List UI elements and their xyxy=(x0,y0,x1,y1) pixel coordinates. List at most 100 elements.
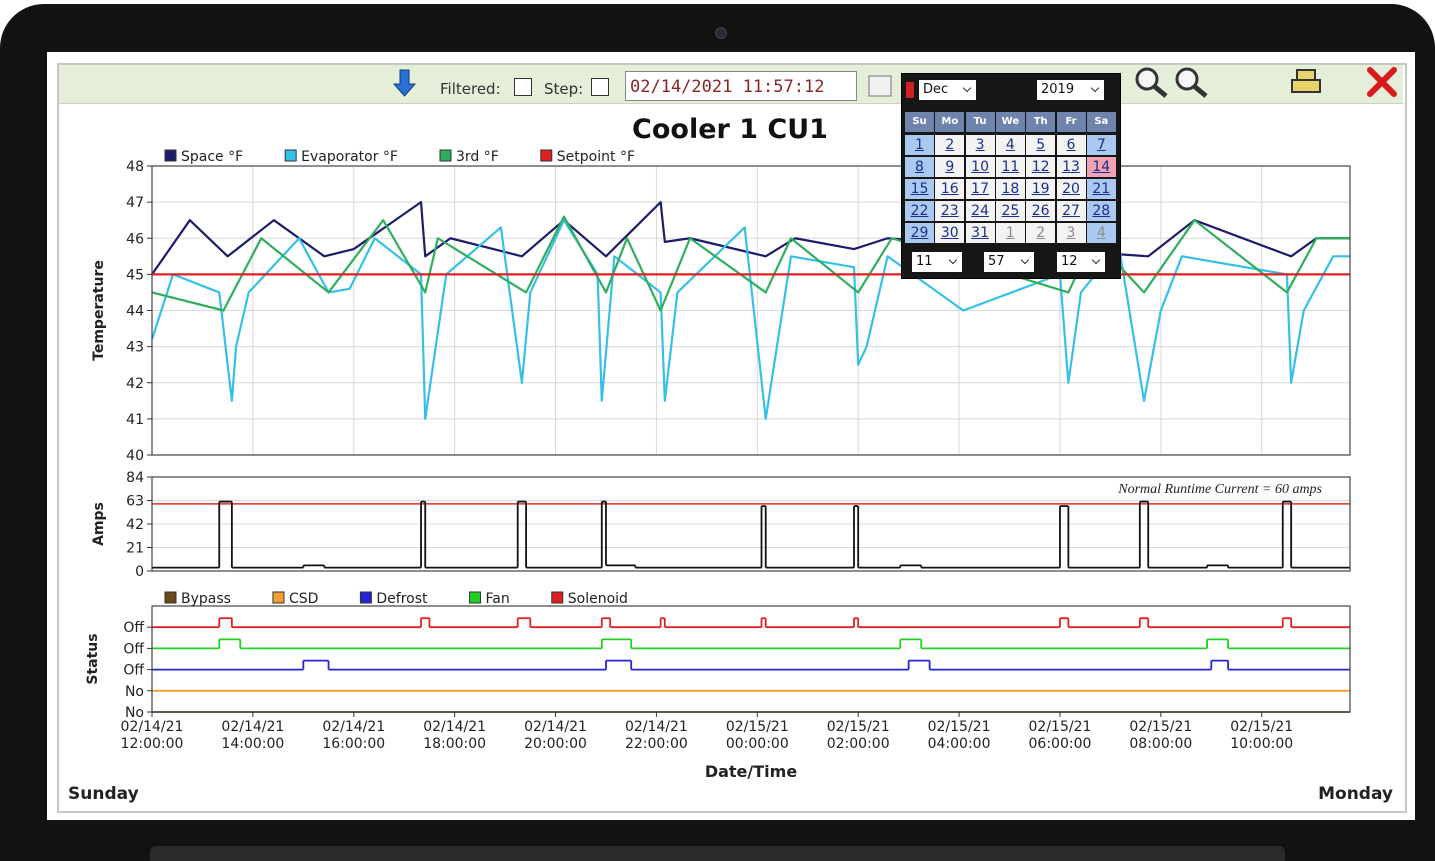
y-tick-label: Off xyxy=(123,620,144,636)
y-tick-label: 43 xyxy=(126,340,144,356)
datetime-input[interactable]: 02/14/2021 11:57:12 xyxy=(625,71,857,101)
month-select[interactable]: Dec xyxy=(919,80,976,100)
calendar-button[interactable] xyxy=(868,75,892,97)
calendar-day[interactable]: 2 xyxy=(1026,223,1056,243)
legend-swatch xyxy=(164,591,177,604)
calendar-day[interactable]: 29 xyxy=(905,223,934,243)
y-axis-label: Amps xyxy=(91,502,107,546)
calendar-day[interactable]: 22 xyxy=(905,201,934,221)
calendar-day[interactable]: 1 xyxy=(905,135,934,155)
calendar-day[interactable]: 10 xyxy=(965,157,995,177)
x-tick-label: 02/15/21 08:00:00 xyxy=(1129,719,1193,752)
y-tick-label: No xyxy=(125,705,144,721)
close-icon[interactable] xyxy=(1367,67,1397,97)
calendar-day[interactable]: 25 xyxy=(995,201,1025,221)
calendar-day[interactable]: 14 xyxy=(1086,157,1116,177)
plot-area xyxy=(152,606,1350,712)
download-icon[interactable] xyxy=(392,69,417,97)
plot-border xyxy=(151,476,1351,572)
calendar-day[interactable]: 2 xyxy=(935,135,965,155)
calendar-day[interactable]: 12 xyxy=(1026,157,1056,177)
calendar-day[interactable]: 4 xyxy=(995,135,1025,155)
zoom-handle xyxy=(1192,84,1208,98)
calendar-day[interactable]: 23 xyxy=(935,201,965,221)
legend-label: Space °F xyxy=(181,149,243,165)
calendar-day[interactable]: 7 xyxy=(1086,135,1116,155)
plot-border xyxy=(151,605,1351,713)
hour-select[interactable]: 11 xyxy=(912,252,962,272)
legend-swatch xyxy=(272,591,285,604)
calendar-day[interactable]: 13 xyxy=(1056,157,1086,177)
calendar-day[interactable]: 24 xyxy=(965,201,995,221)
weekday-header: Tu xyxy=(965,112,995,132)
calendar-day[interactable]: 8 xyxy=(905,157,934,177)
calendar-day[interactable]: 11 xyxy=(995,157,1025,177)
calendar-day[interactable]: 3 xyxy=(965,135,995,155)
calendar-day[interactable]: 17 xyxy=(965,179,995,199)
legend-swatch xyxy=(359,591,372,604)
y-tick-label: Off xyxy=(123,663,144,679)
calendar-day[interactable]: 19 xyxy=(1026,179,1056,199)
calendar-day[interactable]: 15 xyxy=(905,179,934,199)
annotation: Normal Runtime Current = 60 amps xyxy=(1117,482,1322,497)
calendar-day[interactable]: 31 xyxy=(965,223,995,243)
weekday-header: Sa xyxy=(1086,112,1116,132)
calendar-day[interactable]: 5 xyxy=(1026,135,1056,155)
calendar-close[interactable] xyxy=(906,82,914,98)
legend-label: Solenoid xyxy=(568,591,628,607)
y-tick-label: Off xyxy=(123,641,144,657)
x-tick-label: 02/14/21 14:00:00 xyxy=(221,719,285,752)
weekday-header: Su xyxy=(905,112,934,132)
weekday-header: Mo xyxy=(935,112,965,132)
zoom-handle xyxy=(1152,84,1168,98)
y-tick-label: 0 xyxy=(135,564,144,580)
legend-swatch xyxy=(164,149,177,162)
zoom-in-icon[interactable] xyxy=(1175,67,1199,91)
y-tick-label: 41 xyxy=(126,412,144,428)
minute-select[interactable]: 57 xyxy=(984,252,1034,272)
y-tick-label: 63 xyxy=(126,494,144,510)
weekday-header: We xyxy=(995,112,1025,132)
legend-label: Evaporator °F xyxy=(301,149,398,165)
calendar-day[interactable]: 27 xyxy=(1056,201,1086,221)
year-select[interactable]: 2019 xyxy=(1037,80,1104,100)
calendar-day[interactable]: 21 xyxy=(1086,179,1116,199)
calendar-day[interactable]: 16 xyxy=(935,179,965,199)
legend-label: CSD xyxy=(289,591,318,607)
calendar-day[interactable]: 9 xyxy=(935,157,965,177)
y-tick-label: 84 xyxy=(126,470,144,486)
x-tick-label: 02/14/21 12:00:00 xyxy=(120,719,184,752)
calendar-day[interactable]: 20 xyxy=(1056,179,1086,199)
chart-title: Cooler 1 CU1 xyxy=(632,114,828,145)
legend-swatch xyxy=(469,591,482,604)
y-tick-label: 45 xyxy=(126,267,144,283)
print-icon[interactable] xyxy=(1291,69,1321,93)
y-tick-label: No xyxy=(125,684,144,700)
filtered-checkbox[interactable] xyxy=(514,78,532,96)
calendar-day[interactable]: 1 xyxy=(995,223,1025,243)
step-checkbox[interactable] xyxy=(591,78,609,96)
calendar-day[interactable]: 6 xyxy=(1056,135,1086,155)
calendar-day[interactable]: 18 xyxy=(995,179,1025,199)
zoom-out-icon[interactable] xyxy=(1135,67,1159,91)
y-tick-label: 42 xyxy=(126,517,144,533)
toolbar-icons xyxy=(392,67,1397,98)
second-select[interactable]: 12 xyxy=(1057,252,1105,272)
weekday-header: Th xyxy=(1026,112,1056,132)
calendar-day[interactable]: 28 xyxy=(1086,201,1116,221)
y-tick-label: 47 xyxy=(126,195,144,211)
y-tick-label: 44 xyxy=(126,304,144,320)
plot-border xyxy=(151,165,1351,456)
legend-label: Setpoint °F xyxy=(557,149,635,165)
legend-swatch xyxy=(551,591,564,604)
y-tick-label: 48 xyxy=(126,159,144,175)
calendar-day[interactable]: 30 xyxy=(935,223,965,243)
calendar-day[interactable]: 26 xyxy=(1026,201,1056,221)
step-label: Step: xyxy=(544,80,584,98)
calendar-day[interactable]: 3 xyxy=(1056,223,1086,243)
calendar-day[interactable]: 4 xyxy=(1086,223,1116,243)
legend-label: Defrost xyxy=(376,591,428,607)
